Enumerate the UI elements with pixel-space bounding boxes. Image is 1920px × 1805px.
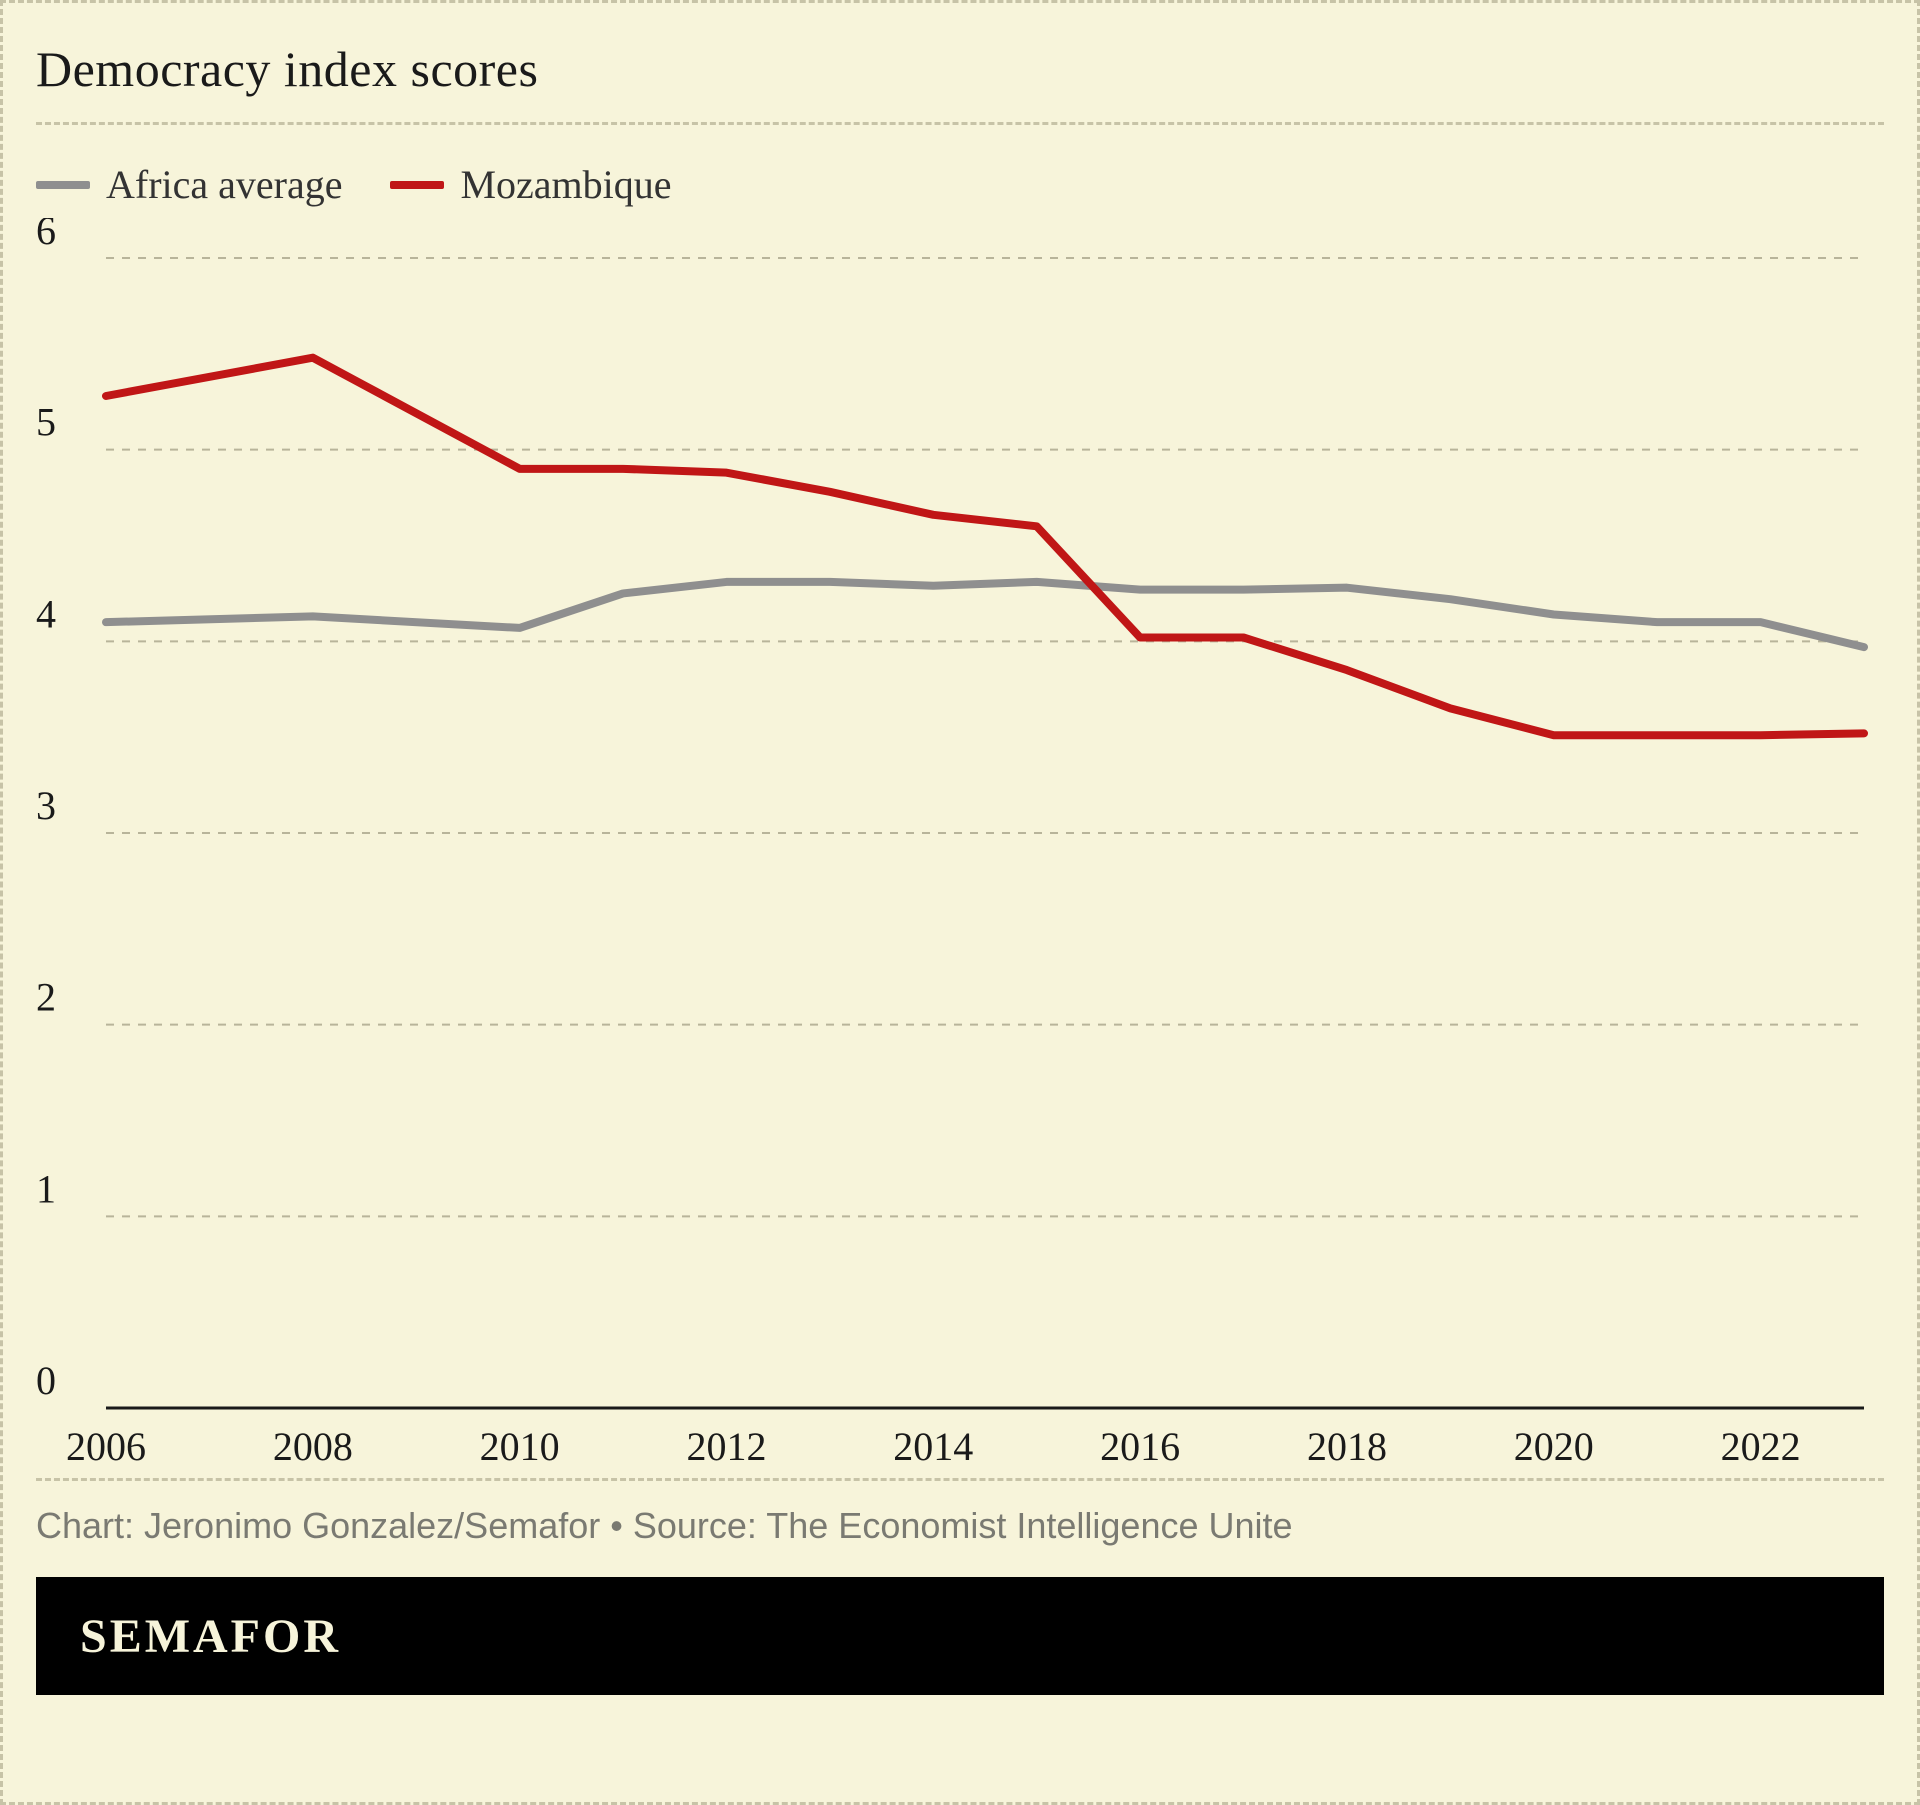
svg-text:2020: 2020	[1514, 1424, 1594, 1469]
svg-text:0: 0	[36, 1358, 56, 1403]
chart-credit: Chart: Jeronimo Gonzalez/Semafor • Sourc…	[36, 1505, 1884, 1547]
svg-text:2: 2	[36, 975, 56, 1020]
legend-label-africa: Africa average	[106, 161, 342, 208]
svg-text:6: 6	[36, 218, 56, 253]
svg-text:5: 5	[36, 400, 56, 445]
svg-text:2022: 2022	[1721, 1424, 1801, 1469]
svg-text:2018: 2018	[1307, 1424, 1387, 1469]
legend-label-mozambique: Mozambique	[460, 161, 671, 208]
chart-title: Democracy index scores	[36, 40, 1884, 98]
chart-card: Democracy index scores Africa average Mo…	[0, 0, 1920, 1805]
line-chart: 0 1 2 3 4 5 6 2006 2008 2010 2012 2014 2016 2018 2020 2…	[36, 218, 1884, 1478]
legend: Africa average Mozambique	[36, 161, 1884, 208]
svg-text:3: 3	[36, 783, 56, 828]
chart-svg: 0 1 2 3 4 5 6 2006 2008 2010 2012 2014 2016 2018 2020 2…	[36, 218, 1884, 1478]
divider-bottom	[36, 1478, 1884, 1481]
svg-text:2008: 2008	[273, 1424, 353, 1469]
legend-item-africa: Africa average	[36, 161, 342, 208]
svg-text:1: 1	[36, 1166, 56, 1211]
legend-swatch-mozambique	[390, 181, 444, 189]
brand-bar: SEMAFOR	[36, 1577, 1884, 1695]
legend-swatch-africa	[36, 181, 90, 189]
brand-logo: SEMAFOR	[80, 1609, 341, 1664]
divider-top	[36, 122, 1884, 125]
svg-text:2014: 2014	[893, 1424, 973, 1469]
series-mozambique	[106, 358, 1864, 736]
svg-text:4: 4	[36, 591, 56, 636]
svg-text:2010: 2010	[480, 1424, 560, 1469]
svg-text:2006: 2006	[66, 1424, 146, 1469]
svg-text:2012: 2012	[686, 1424, 766, 1469]
legend-item-mozambique: Mozambique	[390, 161, 671, 208]
series-africa-average	[106, 582, 1864, 647]
svg-text:2016: 2016	[1100, 1424, 1180, 1469]
